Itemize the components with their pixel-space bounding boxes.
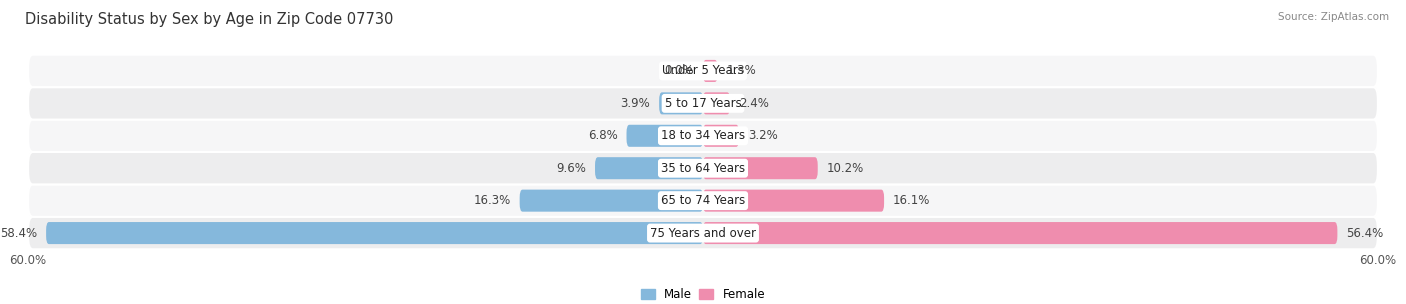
Legend: Male, Female: Male, Female (636, 283, 770, 304)
Text: 16.1%: 16.1% (893, 194, 931, 207)
Text: 2.4%: 2.4% (740, 97, 769, 110)
FancyBboxPatch shape (28, 55, 1378, 87)
Text: 16.3%: 16.3% (474, 194, 510, 207)
FancyBboxPatch shape (703, 125, 740, 147)
FancyBboxPatch shape (703, 92, 730, 114)
Text: 9.6%: 9.6% (557, 162, 586, 175)
FancyBboxPatch shape (28, 185, 1378, 217)
FancyBboxPatch shape (703, 222, 1337, 244)
FancyBboxPatch shape (28, 119, 1378, 152)
Text: 1.3%: 1.3% (727, 64, 756, 78)
FancyBboxPatch shape (520, 190, 703, 212)
Text: 35 to 64 Years: 35 to 64 Years (661, 162, 745, 175)
FancyBboxPatch shape (627, 125, 703, 147)
FancyBboxPatch shape (28, 152, 1378, 185)
Text: 3.2%: 3.2% (748, 129, 778, 142)
FancyBboxPatch shape (703, 157, 818, 179)
FancyBboxPatch shape (659, 92, 703, 114)
Text: 3.9%: 3.9% (620, 97, 650, 110)
Text: 75 Years and over: 75 Years and over (650, 226, 756, 240)
FancyBboxPatch shape (703, 190, 884, 212)
Text: Source: ZipAtlas.com: Source: ZipAtlas.com (1278, 12, 1389, 22)
Text: Disability Status by Sex by Age in Zip Code 07730: Disability Status by Sex by Age in Zip C… (25, 12, 394, 27)
Text: 56.4%: 56.4% (1347, 226, 1384, 240)
Text: 58.4%: 58.4% (0, 226, 37, 240)
FancyBboxPatch shape (595, 157, 703, 179)
Text: 18 to 34 Years: 18 to 34 Years (661, 129, 745, 142)
Text: 6.8%: 6.8% (588, 129, 617, 142)
Text: 5 to 17 Years: 5 to 17 Years (665, 97, 741, 110)
FancyBboxPatch shape (46, 222, 703, 244)
Text: 10.2%: 10.2% (827, 162, 863, 175)
FancyBboxPatch shape (703, 60, 717, 82)
Text: 65 to 74 Years: 65 to 74 Years (661, 194, 745, 207)
Text: 0.0%: 0.0% (665, 64, 695, 78)
Text: Under 5 Years: Under 5 Years (662, 64, 744, 78)
FancyBboxPatch shape (28, 87, 1378, 119)
FancyBboxPatch shape (28, 217, 1378, 249)
